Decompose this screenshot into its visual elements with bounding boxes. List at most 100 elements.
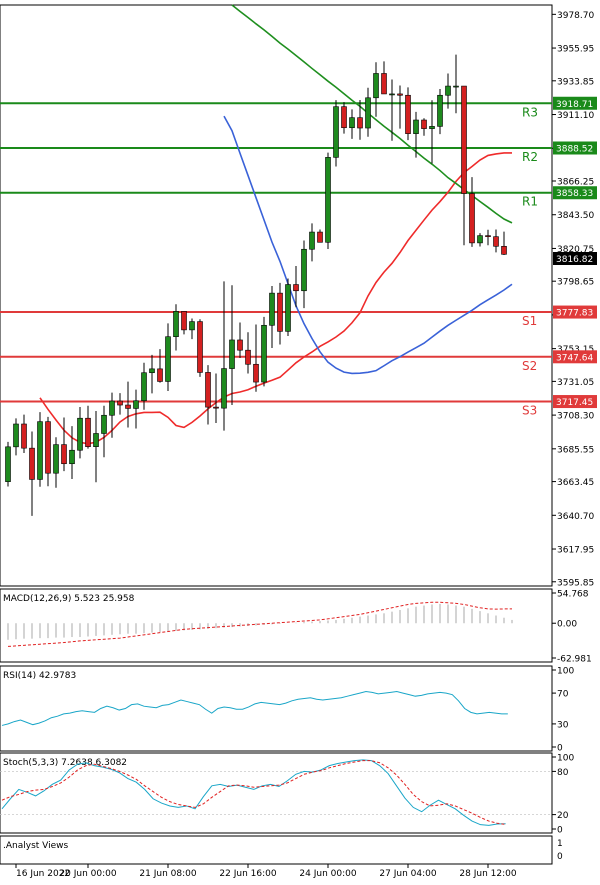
candle-down (253, 363, 259, 383)
x-axis-tick-label: 22 Jun 16:00 (219, 869, 276, 879)
x-axis-tick-label: 27 Jun 04:00 (379, 869, 436, 879)
level-name-s1: S1 (522, 314, 537, 328)
rsi-panel: RSI(14) 42.9783 100 70 30 0 (0, 665, 574, 754)
candle-up (77, 417, 83, 451)
y-axis-tick-label: 3978.70 (557, 11, 594, 21)
macd-panel: MACD(12,26,9) 5.523 25.958 54.768 0.00 -62.… (0, 588, 592, 665)
y-axis-tick-label: 3933.85 (557, 77, 594, 87)
candle-down (117, 400, 123, 406)
level-price-label: 3747.64 (556, 353, 593, 363)
level-name-s2: S2 (522, 359, 537, 373)
y-axis-tick-label: 3731.05 (557, 378, 594, 388)
candle-down (421, 119, 427, 129)
panel-y-tick-label: 1 (557, 839, 563, 849)
panel-y-tick-label: 54.768 (557, 590, 589, 600)
panel-frame (0, 752, 553, 834)
level-price-label: 3717.45 (556, 398, 593, 408)
candle-down (461, 85, 467, 194)
panel-frame (0, 835, 553, 865)
level-name-s3: S3 (522, 404, 537, 418)
candle-up (285, 284, 291, 332)
candle-up (69, 449, 75, 465)
candle-up (133, 400, 139, 409)
candle-up (149, 368, 155, 374)
level-price-label: 3777.83 (556, 309, 593, 319)
panel-title: MACD(12,26,9) 5.523 25.958 (3, 594, 135, 604)
y-axis-tick-label: 3798.65 (557, 278, 594, 288)
main-panel-frame (0, 4, 553, 587)
y-axis-tick-label: 3866.25 (557, 178, 594, 188)
panel-y-tick-label: 20 (557, 811, 569, 821)
moving-average-line (39, 152, 512, 445)
y-axis-tick-label: 3617.95 (557, 546, 594, 556)
candle-down (29, 447, 35, 480)
macd-signal-line (7, 601, 513, 647)
candle-up (325, 157, 331, 243)
panel-y-tick-label: 80 (557, 768, 569, 778)
candle-up (189, 321, 195, 331)
candle-up (309, 231, 315, 250)
moving-average-line (223, 115, 513, 375)
candle-up (477, 235, 483, 244)
level-name-r1: R1 (522, 195, 538, 209)
x-axis-tick-label: 20 Jun 00:00 (59, 869, 116, 879)
candle-up (453, 85, 459, 88)
panel-title: RSI(14) 42.9783 (3, 671, 76, 681)
panel-y-tick-label: 0.00 (557, 620, 577, 630)
candle-up (93, 433, 99, 447)
candle-down (245, 349, 251, 365)
level-price-label: 3888.52 (556, 144, 593, 154)
candle-up (413, 119, 419, 134)
candle-down (157, 368, 163, 382)
rsi-line (1, 691, 508, 726)
stoch-panel: Stoch(5,3,3) 7.2638 6.3082 100 80 20 0 (0, 752, 574, 836)
candle-down (181, 311, 187, 331)
panel-y-tick-label: 0 (557, 826, 563, 836)
candle-down (501, 245, 507, 255)
x-axis-tick-label: 16 Jun 2022 (16, 869, 70, 879)
candle-down (397, 93, 403, 96)
candle-down (341, 106, 347, 129)
y-axis-tick-label: 3640.70 (557, 512, 594, 522)
candle-up (365, 97, 371, 129)
x-axis-tick-label: 21 Jun 08:00 (139, 869, 196, 879)
candle-up (373, 73, 379, 99)
x-axis-tick-label: 28 Jun 12:00 (459, 869, 516, 879)
candle-down (293, 284, 299, 292)
stoch-d-line (1, 760, 506, 825)
level-price-box (553, 141, 597, 155)
panel-frame (0, 588, 553, 663)
level-price-box (553, 395, 597, 409)
panel-title: .Analyst Views (3, 841, 68, 851)
y-axis-tick-label: 3753.15 (557, 345, 594, 355)
candle-up (333, 106, 339, 158)
candle-up (141, 372, 147, 402)
candle-down (485, 235, 491, 237)
level-price-box (553, 305, 597, 319)
level-price-box (553, 96, 597, 110)
last-price-value: 3816.82 (556, 255, 593, 265)
panel-title: Stoch(5,3,3) 7.2638 6.3082 (3, 758, 127, 768)
candle-down (317, 231, 323, 243)
candle-down (21, 423, 27, 449)
candle-up (389, 93, 395, 96)
y-axis-tick-label: 3595.85 (557, 578, 594, 588)
y-axis-tick-label: 3820.75 (557, 245, 594, 255)
moving-average-line (231, 4, 513, 224)
y-axis-tick-label: 3955.95 (557, 45, 594, 55)
candle-down (85, 417, 91, 447)
panel-y-tick-label: 30 (557, 720, 569, 730)
candle-down (277, 292, 283, 332)
candle-up (165, 336, 171, 382)
candle-up (37, 421, 43, 480)
candle-down (45, 421, 51, 474)
panel-frame (0, 665, 553, 752)
panel-y-tick-label: 70 (557, 690, 569, 700)
level-name-r3: R3 (522, 105, 538, 119)
candle-up (101, 414, 107, 434)
candle-up (229, 339, 235, 369)
candle-up (261, 324, 267, 383)
panel-y-tick-label: -62.981 (557, 655, 592, 665)
